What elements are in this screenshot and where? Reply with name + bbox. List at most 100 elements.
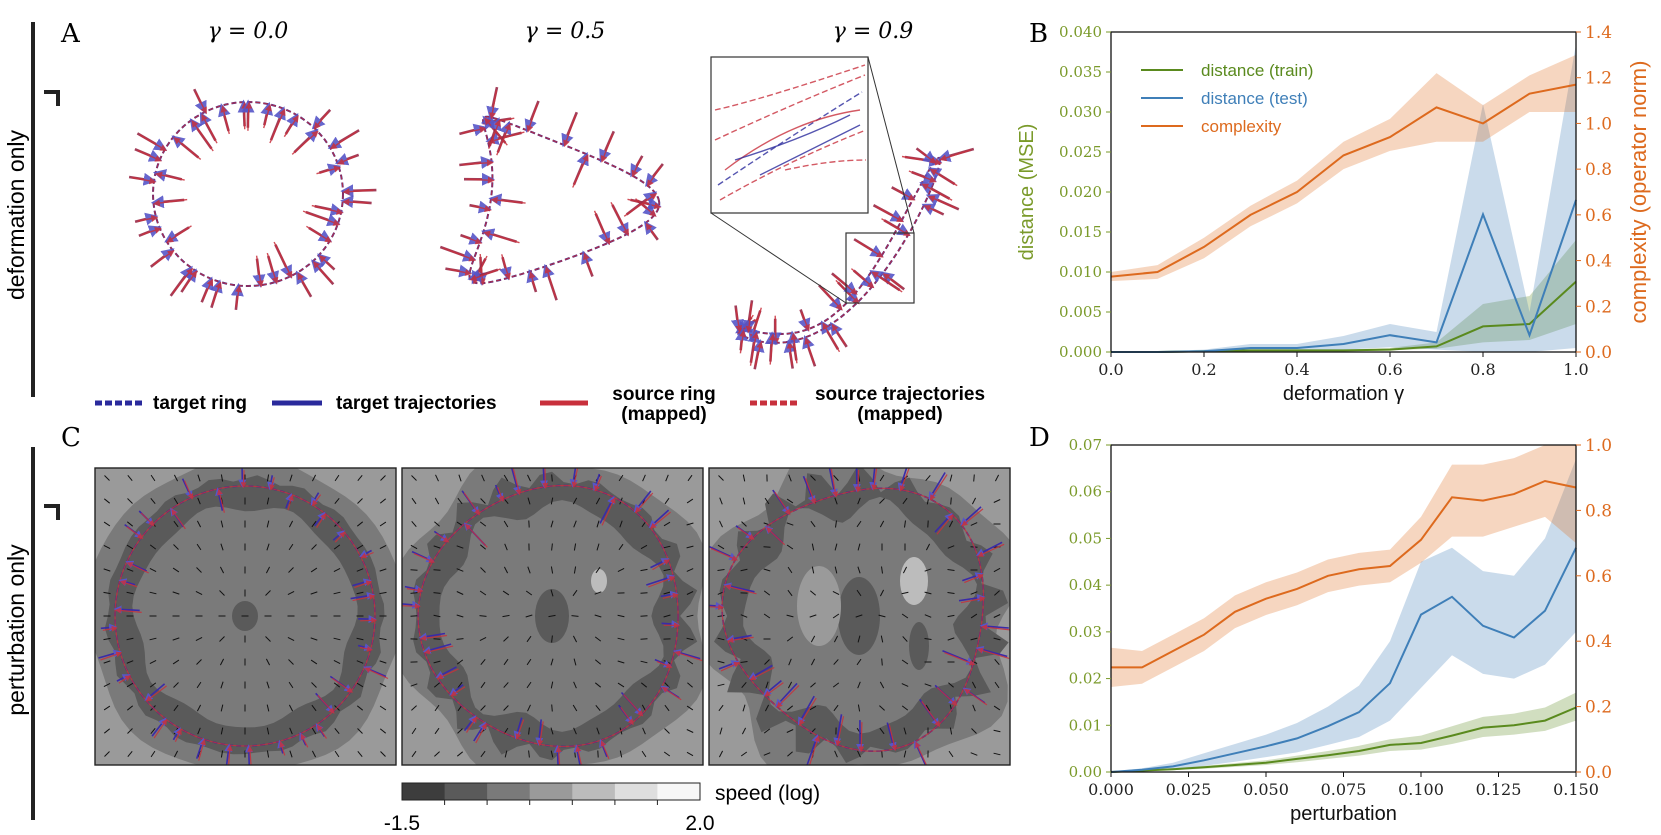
flow-vector — [879, 589, 885, 597]
flow-vector — [196, 567, 202, 573]
source-trajectory-arrow — [173, 137, 202, 160]
flow-vector — [265, 566, 271, 574]
flow-vector — [527, 566, 531, 574]
source-trajectory-arrow — [929, 474, 948, 501]
flow-vector — [740, 751, 748, 757]
flow-vector — [904, 520, 906, 528]
speed-map-3 — [709, 468, 1010, 765]
flow-vector — [149, 591, 157, 595]
flow-vector — [195, 636, 203, 642]
flow-vector — [970, 752, 978, 756]
y-right-tick-label: 1.4 — [1585, 23, 1612, 43]
flow-vector — [479, 636, 487, 642]
source-trajectory-arrow — [342, 198, 369, 206]
flow-vector — [856, 589, 862, 597]
panel-letter-d: D — [1029, 423, 1050, 453]
flow-vector — [550, 589, 554, 597]
flow-vector — [717, 544, 725, 550]
flow-vector — [266, 727, 270, 735]
flow-vector — [289, 750, 293, 758]
flow-vector — [480, 681, 486, 689]
flow-vector — [479, 544, 487, 550]
source-trajectory-arrow — [420, 634, 448, 642]
source-trajectory-arrow — [255, 255, 264, 288]
source-trajectory-arrow — [764, 682, 784, 697]
source-trajectory-arrow — [226, 744, 233, 765]
source-trajectory-arrow — [929, 168, 958, 187]
flow-vector — [742, 704, 746, 712]
flow-vector — [971, 497, 977, 505]
flow-vector — [172, 637, 180, 641]
x-tick-label: 0.6 — [1377, 360, 1402, 379]
source-trajectory-arrow — [961, 508, 984, 527]
flow-vector — [832, 613, 840, 619]
flow-vector — [103, 705, 111, 711]
source-trajectory-arrow — [266, 252, 279, 285]
flow-vector — [379, 521, 387, 527]
flow-vector — [924, 614, 932, 618]
source-trajectory-arrow — [921, 701, 941, 728]
flow-vector — [811, 566, 815, 574]
y-left-tick-label: 0.030 — [1059, 103, 1102, 121]
flow-vector — [104, 475, 110, 481]
x-tick-label: 0.125 — [1476, 780, 1522, 799]
row-label-deformation: deformation only — [3, 129, 29, 300]
flow-vector — [150, 727, 156, 735]
flow-vector — [126, 637, 134, 641]
legend-label: distance (test) — [1201, 89, 1308, 108]
source-trajectory-arrow — [316, 724, 327, 739]
flow-vector — [787, 589, 793, 597]
y-right-tick-label: 0.4 — [1585, 252, 1612, 272]
flow-vector — [857, 635, 861, 643]
y-right-tick-label: 0.6 — [1585, 567, 1612, 587]
flow-vector — [356, 521, 364, 527]
flow-vector — [786, 498, 794, 504]
flow-vector — [433, 592, 441, 594]
flow-vector — [434, 727, 440, 735]
source-trajectory-arrow — [360, 551, 374, 559]
inset-trajectory — [784, 159, 867, 171]
flow-vector — [594, 659, 602, 665]
flow-vector — [596, 727, 600, 735]
flow-vector — [333, 544, 341, 550]
flow-vector — [103, 682, 111, 688]
flow-vector — [266, 681, 270, 689]
flow-vector — [833, 659, 839, 665]
source-trajectory-arrow — [515, 719, 525, 740]
flow-vector — [741, 521, 747, 527]
series-line-complexity — [1111, 479, 1577, 669]
y-left-tick-label: 0.005 — [1059, 303, 1102, 321]
source-trajectory-arrow — [800, 312, 810, 332]
source-trajectory-arrow — [465, 523, 488, 548]
source-trajectory-arrow — [745, 303, 753, 334]
source-trajectory-arrow — [145, 685, 167, 702]
flow-vector — [220, 750, 224, 758]
source-trajectory-arrow — [635, 492, 654, 514]
source-trajectory-arrow — [623, 193, 658, 217]
source-trajectory-arrow — [856, 240, 884, 258]
source-trajectory-arrow — [571, 468, 579, 488]
flow-vector — [617, 660, 625, 664]
source-trajectory-arrow — [960, 595, 986, 604]
flow-vector — [126, 521, 134, 527]
source-trajectory-arrow — [623, 694, 644, 717]
source-trajectory-arrow — [915, 741, 928, 765]
panel-letter-b: B — [1029, 19, 1048, 49]
source-trajectory-arrow — [563, 114, 577, 148]
flow-vector — [219, 590, 225, 596]
flow-vector — [551, 635, 553, 643]
flow-vector — [380, 475, 386, 481]
flow-vector — [311, 727, 317, 735]
flow-vector — [664, 728, 670, 734]
flow-vector — [786, 729, 794, 733]
flow-vector — [809, 705, 817, 711]
flow-vector — [810, 682, 816, 688]
source-trajectory-arrow — [754, 341, 764, 367]
y-left-axis-label: distance (MSE) — [1016, 124, 1038, 261]
flow-vector — [686, 659, 694, 665]
y-left-tick-label: 0.03 — [1069, 623, 1102, 641]
flow-vector — [619, 750, 623, 758]
flow-vector — [970, 591, 978, 595]
panel-a-ring-gamma-0 — [128, 88, 377, 311]
flow-vector — [172, 591, 180, 595]
